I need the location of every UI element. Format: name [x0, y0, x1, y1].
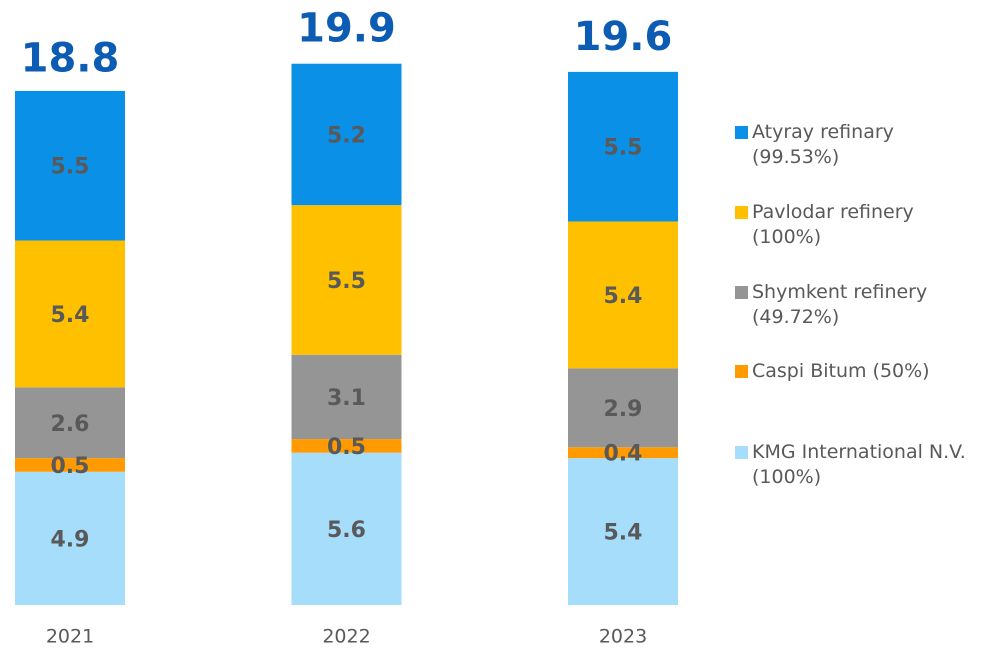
- x-tick-label: 2023: [599, 626, 647, 648]
- bar-segment: [15, 240, 125, 388]
- bar-segment: [15, 471, 125, 605]
- data-label: 5.5: [51, 155, 90, 180]
- bar-segment: [291, 354, 402, 440]
- data-label: 5.6: [327, 518, 366, 543]
- bar-segment: [568, 447, 678, 459]
- data-label: 3.1: [327, 386, 366, 411]
- data-label: 0.5: [51, 454, 90, 479]
- data-label: 0.4: [604, 442, 643, 467]
- legend-item: Shymkent refinery (49.72%): [735, 280, 927, 330]
- bar-segment: [568, 458, 678, 605]
- bar-segment: [15, 458, 125, 472]
- legend-swatch: [735, 286, 748, 299]
- legend-item: KMG International N.V. (100%): [735, 440, 966, 490]
- bar-segment: [291, 452, 402, 605]
- legend-label: Shymkent refinery (49.72%): [752, 281, 928, 328]
- bar-segment: [15, 90, 125, 241]
- data-label: 2.9: [604, 397, 643, 422]
- data-label: 2.6: [51, 412, 90, 437]
- data-label: 5.4: [51, 303, 90, 328]
- total-label: 18.8: [21, 36, 120, 82]
- legend-swatch: [735, 126, 748, 139]
- legend-swatch: [735, 206, 748, 219]
- legend-item: Atyray refinary (99.53%): [735, 120, 894, 170]
- bar-segment: [568, 71, 678, 222]
- data-label: 5.4: [604, 284, 643, 309]
- legend-label: KMG International N.V. (100%): [752, 441, 966, 488]
- bar-segment: [291, 63, 402, 206]
- bar-segment: [291, 205, 402, 355]
- data-label: 4.9: [51, 527, 90, 552]
- data-label: 5.2: [327, 123, 366, 148]
- data-label: 5.5: [604, 136, 643, 161]
- legend-item: Pavlodar refinery (100%): [735, 200, 914, 250]
- total-label: 19.9: [297, 6, 396, 52]
- bar-segment: [568, 221, 678, 369]
- data-label: 5.5: [327, 269, 366, 294]
- legend-label: Caspi Bitum (50%): [752, 360, 930, 382]
- x-tick-label: 2022: [322, 626, 370, 648]
- bar-segment: [15, 387, 125, 459]
- data-label: 0.5: [327, 435, 366, 460]
- data-label: 5.4: [604, 521, 643, 546]
- total-label: 19.6: [574, 14, 673, 60]
- x-tick-label: 2021: [46, 626, 94, 648]
- legend-swatch: [735, 365, 748, 378]
- legend-swatch: [735, 446, 748, 459]
- bar-segment: [291, 439, 402, 453]
- bar-segment: [568, 368, 678, 448]
- legend-item: Caspi Bitum (50%): [735, 359, 930, 384]
- legend-label: Atyray refinary (99.53%): [752, 121, 894, 168]
- legend-label: Pavlodar refinery (100%): [752, 201, 914, 248]
